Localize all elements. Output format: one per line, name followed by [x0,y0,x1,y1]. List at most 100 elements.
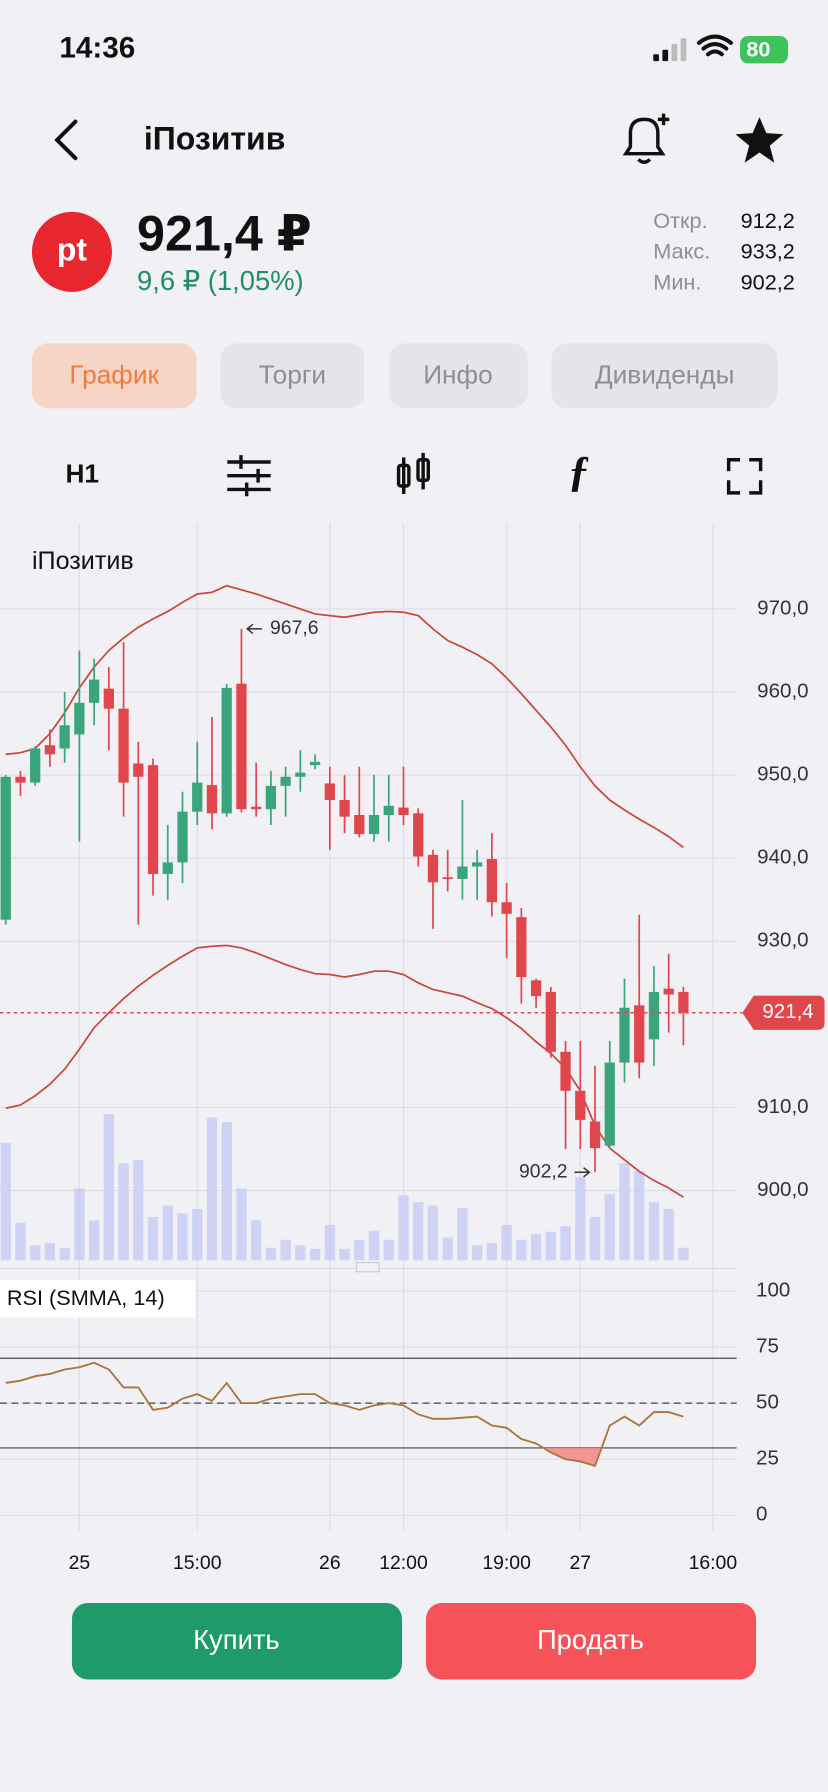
candle-body [589,1121,601,1149]
candle-body [648,991,660,1040]
y-tick-label: 900,0 [757,1178,808,1201]
tab-active[interactable] [31,343,197,409]
volume-bar [398,1195,409,1261]
candle-body [486,859,498,903]
settings-button[interactable] [227,455,271,497]
fullscreen-button[interactable] [726,458,763,495]
candle-body [177,811,188,863]
volume-bar [354,1239,365,1261]
candle-body [324,783,335,801]
candle-body [383,805,394,815]
battery-icon [740,36,789,64]
max-label: 967,6 [270,617,319,639]
candle-body [634,1005,645,1063]
candle-body [280,776,291,786]
tab-label: Инфо [423,359,493,389]
volume-bar [162,1205,173,1261]
indicators-button[interactable]: ƒ [568,448,590,496]
volume-bar [177,1213,188,1261]
volume-bar [295,1245,306,1261]
y-tick-label: 960,0 [757,679,808,702]
tab-label: Дивиденды [595,359,735,389]
rsi-line [5,1361,684,1468]
min-label: 902,2 [519,1160,568,1182]
chart-type-button[interactable] [396,452,430,494]
candle-body [0,776,11,920]
pane-handle[interactable] [355,1262,380,1273]
volume-bar [383,1239,394,1261]
volume-bar [192,1208,203,1261]
volume-bar [516,1239,527,1261]
candle-body [147,765,159,874]
favorite-button[interactable] [735,117,784,163]
candle-body [221,687,232,814]
candle-body [88,679,100,703]
y-tick-label: 950,0 [757,763,808,786]
candle-body [30,748,41,783]
stat-value: 933,2 [741,239,795,264]
annotation-arrow [574,1167,591,1178]
buy-button[interactable] [71,1602,403,1680]
volume-bar [44,1243,56,1261]
y-tick-label: 910,0 [757,1095,808,1118]
wifi-icon [696,34,733,57]
y-tick-label: 25 [756,1447,779,1470]
interval-button[interactable]: H1 [65,459,99,489]
candle-body [501,902,512,914]
rsi-title: RSI (SMMA, 14) [7,1285,165,1310]
tab[interactable] [389,343,528,409]
plot: 967,6 902,2 921,4 [0,584,825,1468]
volume-bar [133,1159,144,1261]
candle-body [413,813,424,857]
price: 921,4 ₽ [137,205,312,261]
x-tick-label: 25 [69,1552,91,1574]
candle-body [398,807,409,815]
back-button[interactable] [54,119,78,161]
logo [31,211,112,292]
volume-bar [221,1122,232,1261]
candle-body [442,877,453,880]
candle-body [118,708,129,783]
band-line [5,584,684,849]
signal-icon [653,38,687,62]
stat-value: 912,2 [741,208,795,233]
volume-bar [427,1205,439,1261]
last-price-label: 921,4 [762,1000,813,1023]
stat-label: Макс. [653,239,710,264]
y-tick-label: 75 [756,1334,779,1357]
y-tick-label: 970,0 [757,596,808,619]
volume-bar [589,1216,601,1261]
volume-bar [15,1222,26,1261]
volume-bar [0,1142,11,1261]
volume-bar [74,1188,85,1261]
candle-body [575,1090,586,1120]
volume-bar [678,1247,689,1261]
x-tick-label: 19:00 [482,1552,531,1574]
tab[interactable] [220,343,365,409]
volume-bar [30,1245,41,1261]
volume-bar [530,1234,542,1261]
buy-label: Купить [193,1624,280,1655]
y-tick-label: 100 [756,1278,790,1301]
last-price-badge [742,995,825,1030]
candle-body [354,814,365,835]
battery-level: 80 [746,37,770,62]
price-change: 9,6 ₽ (1,05%) [137,265,304,296]
candle-body [663,988,674,995]
tab-label: Торги [259,359,326,389]
volume-bar [88,1220,100,1261]
volume-bar [457,1207,468,1261]
candle-body [516,917,527,978]
x-tick-label: 15:00 [173,1552,222,1574]
tab[interactable] [551,343,778,409]
volume-bar [103,1114,114,1261]
logo-text: pt [57,231,88,267]
candle-body [265,785,277,810]
volume-bar [663,1208,674,1261]
alert-button[interactable] [622,113,670,164]
sell-button[interactable] [425,1602,757,1680]
candle-body [530,980,542,997]
